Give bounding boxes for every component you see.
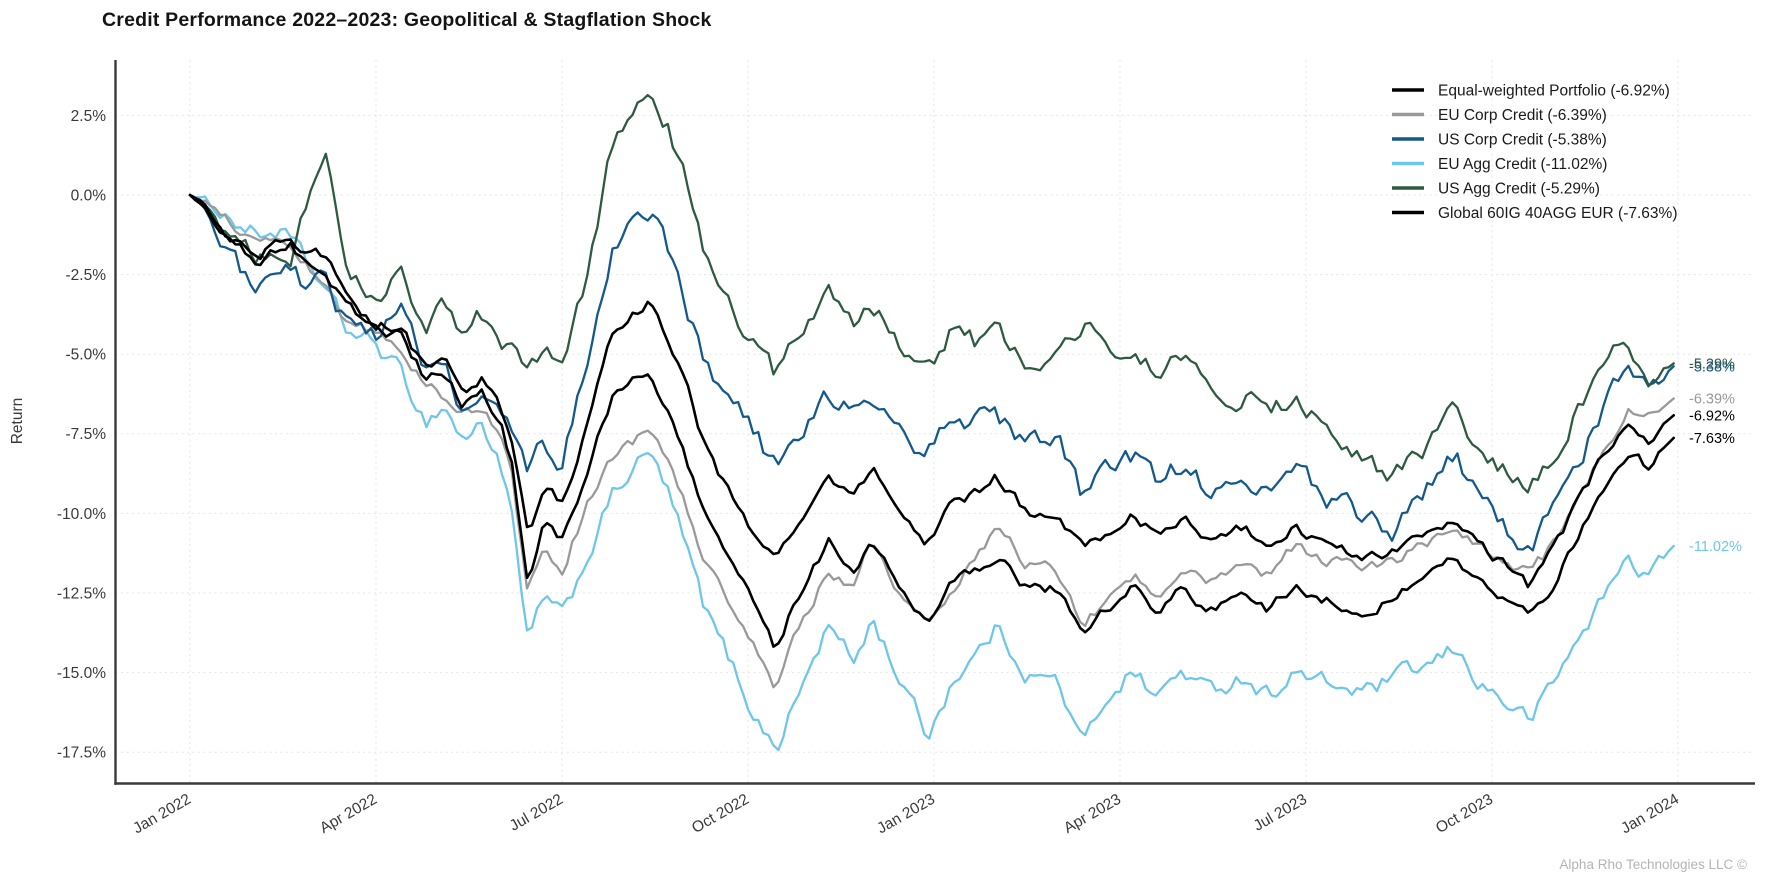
series-line-global_60ig_40agg_eur	[188, 193, 1675, 648]
y-tick-label: -10.0%	[57, 506, 106, 523]
y-tick-label: -12.5%	[57, 585, 106, 602]
x-tick-label: Jan 2024	[1618, 791, 1682, 838]
axis-layer: 2.5% 0.0% -2.5% -5.0% -7.5% -10.0% -12.5% -15.0…	[57, 60, 1755, 837]
legend-item-label: Global 60IG 40AGG EUR (-7.63%)	[1438, 205, 1678, 222]
y-tick-label: -15.0%	[57, 665, 106, 682]
legend-item-label: EU Corp Credit (-6.39%)	[1438, 107, 1607, 124]
legend-item: EU Agg Credit (-11.02%)	[1392, 156, 1607, 173]
legend-item: Global 60IG 40AGG EUR (-7.63%)	[1392, 205, 1678, 222]
legend-item: US Corp Credit (-5.38%)	[1392, 132, 1607, 149]
x-tick-label: Apr 2023	[1061, 791, 1124, 837]
legend: Equal-weighted Portfolio (-6.92%) EU Corp…	[1392, 83, 1678, 222]
series-layer	[188, 93, 1675, 752]
legend-item-label: EU Agg Credit (-11.02%)	[1438, 156, 1607, 173]
watermark: Alpha Rho Technologies LLC ©	[1559, 857, 1747, 872]
series-end-value-label: -5.29%	[1689, 356, 1735, 372]
end-label-layer: -5.38%-5.29% -6.39%-6.92% -7.63% -11.02%	[1689, 356, 1742, 554]
legend-item: US Agg Credit (-5.29%)	[1392, 181, 1600, 198]
legend-item-label: US Corp Credit (-5.38%)	[1438, 132, 1607, 149]
legend-item: Equal-weighted Portfolio (-6.92%)	[1392, 83, 1670, 100]
legend-item: EU Corp Credit (-6.39%)	[1392, 107, 1607, 124]
series-line-us_agg_credit	[188, 93, 1675, 494]
y-tick-label: 2.5%	[71, 108, 107, 125]
x-tick-label: Jul 2022	[507, 791, 566, 835]
y-tick-label: 0.0%	[71, 187, 107, 204]
legend-item-label: US Agg Credit (-5.29%)	[1438, 181, 1600, 198]
x-tick-label: Oct 2023	[1433, 791, 1496, 837]
x-tick-label: Apr 2022	[317, 791, 380, 837]
series-line-us_corp_credit	[188, 193, 1675, 552]
x-tick-label: Jul 2023	[1251, 791, 1310, 835]
series-line-eu_corp_credit	[188, 193, 1675, 689]
series-end-value-label: -5.38%	[1689, 359, 1735, 375]
series-line-eu_agg_credit	[188, 193, 1675, 752]
series-line-equal_weighted	[188, 193, 1675, 589]
series-end-value-label: -6.92%	[1689, 408, 1735, 424]
legend-item-label: Equal-weighted Portfolio (-6.92%)	[1438, 83, 1670, 100]
y-tick-label: -2.5%	[66, 267, 107, 284]
x-tick-label: Jan 2023	[874, 791, 938, 838]
y-tick-label: -5.0%	[66, 347, 107, 364]
y-tick-label: -17.5%	[57, 745, 106, 762]
grid-layer	[115, 60, 1755, 784]
series-end-value-label: -6.39%	[1689, 391, 1735, 407]
x-tick-label: Jan 2022	[130, 791, 194, 838]
x-tick-label: Oct 2022	[689, 791, 752, 837]
chart-title: Credit Performance 2022–2023: Geopolitic…	[102, 9, 712, 31]
series-end-value-label: -11.02%	[1689, 539, 1742, 555]
y-tick-label: -7.5%	[66, 426, 107, 443]
y-axis-title: Return	[9, 398, 26, 445]
series-end-value-label: -7.63%	[1689, 431, 1735, 447]
